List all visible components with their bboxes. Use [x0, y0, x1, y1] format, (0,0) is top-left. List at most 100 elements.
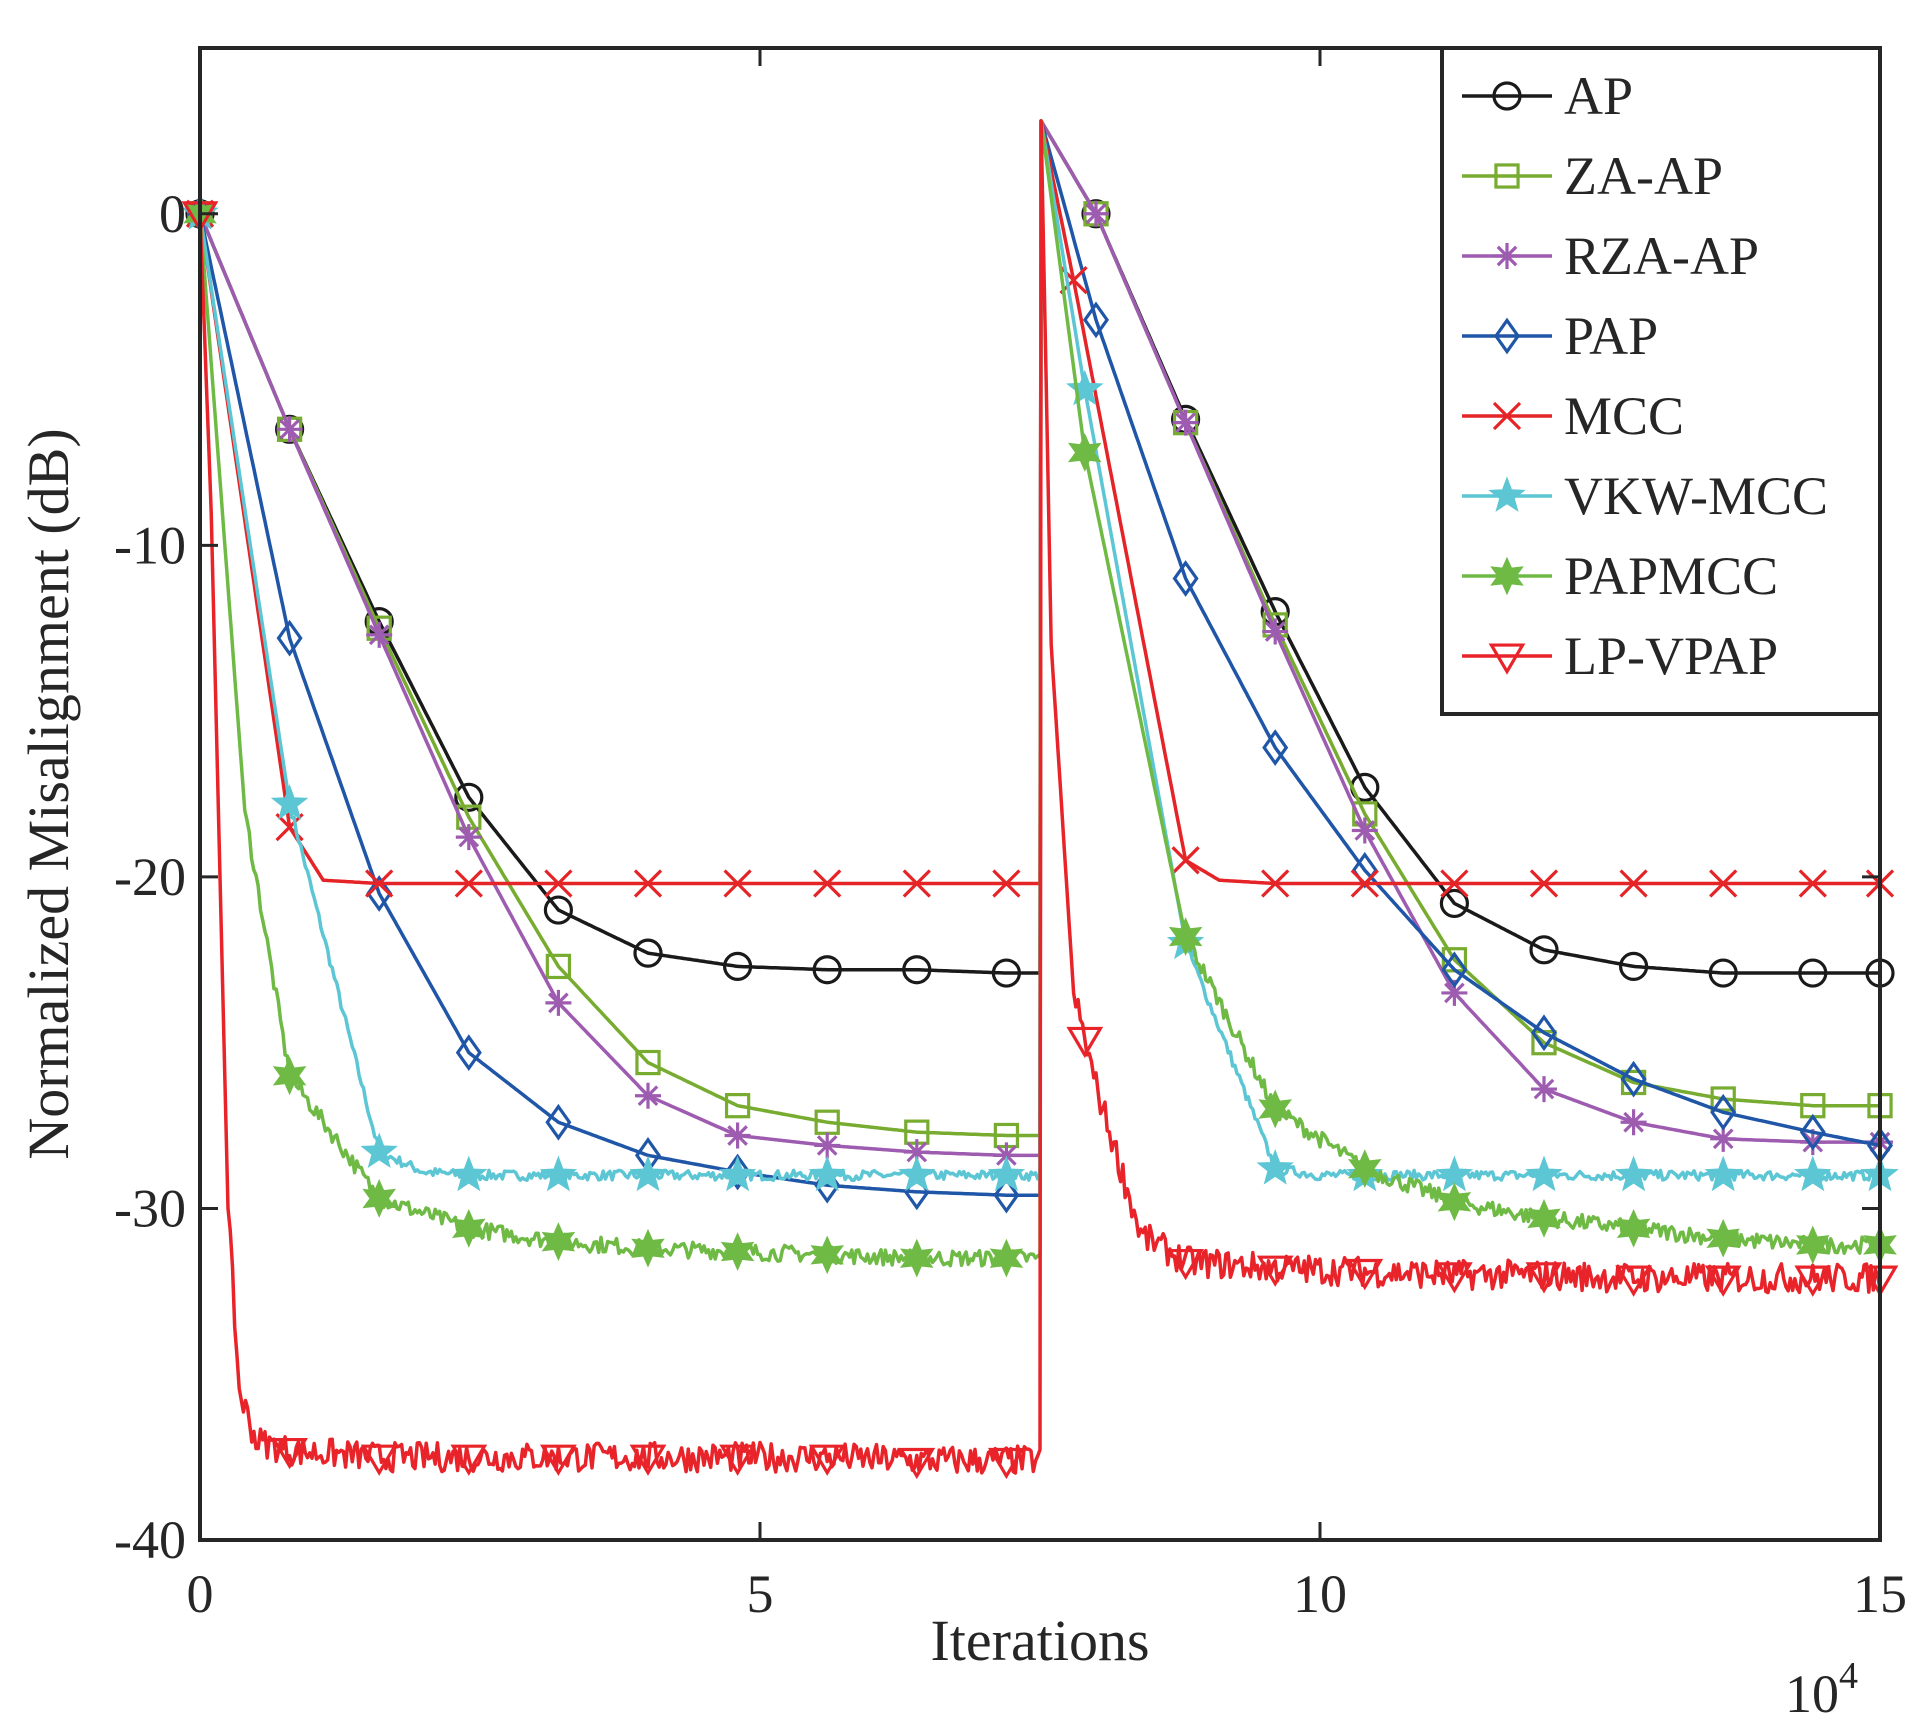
legend-box: [1440, 46, 1882, 716]
x-tick-label: 10: [1293, 1564, 1347, 1624]
data-point-marker: [1441, 979, 1468, 1006]
data-point-marker: [723, 869, 752, 898]
data-point-marker: [1618, 951, 1649, 982]
data-point-marker: [1527, 1198, 1561, 1238]
y-tick-label: -40: [114, 1510, 186, 1570]
data-point-marker: [635, 1082, 661, 1109]
data-point-marker: [1709, 869, 1738, 898]
data-point-marker: [450, 1155, 488, 1192]
data-point-marker: [1795, 1225, 1830, 1265]
data-point-marker: [1440, 869, 1469, 898]
data-point-marker: [1615, 1265, 1652, 1297]
data-point-marker: [1067, 433, 1102, 472]
data-point-marker: [545, 953, 572, 980]
data-point-marker: [1168, 917, 1203, 956]
legend-item-ap: AP: [1462, 66, 1633, 126]
data-point-marker: [1350, 869, 1379, 898]
legend-label: PAPMCC: [1564, 546, 1778, 606]
data-point-marker: [1616, 1208, 1651, 1248]
legend-item-pap: PAP: [1462, 306, 1658, 366]
data-point-marker: [1436, 1262, 1473, 1294]
data-point-marker: [1351, 851, 1378, 889]
data-point-marker: [1346, 1258, 1384, 1291]
legend-label: ZA-AP: [1564, 146, 1723, 206]
data-point-marker: [1171, 846, 1200, 875]
data-point-marker: [1794, 1155, 1832, 1192]
data-point-marker: [1620, 1060, 1647, 1098]
data-point-marker: [898, 1447, 936, 1480]
data-point-marker: [1529, 869, 1559, 898]
data-point-marker: [724, 1122, 751, 1149]
data-point-marker: [451, 1208, 486, 1248]
data-point-marker: [270, 784, 309, 820]
y-tick-label: -10: [114, 515, 186, 575]
data-point-marker: [455, 824, 482, 851]
data-point-marker: [1351, 817, 1378, 844]
data-point-marker: [271, 1437, 308, 1470]
data-point-marker: [1531, 1076, 1557, 1103]
data-point-marker: [902, 869, 931, 898]
data-point-marker: [1710, 1125, 1737, 1152]
data-point-marker: [543, 895, 574, 925]
data-point-marker: [1799, 1129, 1826, 1156]
data-point-marker: [454, 869, 483, 898]
data-point-marker: [1799, 1113, 1826, 1151]
data-point-marker: [635, 1049, 661, 1076]
y-axis-label: Normalized Misalignment (dB): [16, 428, 81, 1159]
legend-marker: [1488, 476, 1526, 512]
data-point-marker: [1439, 888, 1470, 919]
data-point-marker: [629, 1444, 667, 1476]
data-point-marker: [1441, 951, 1468, 989]
data-point-marker: [1525, 1262, 1563, 1294]
x-axis-label: Iterations: [930, 1608, 1149, 1673]
legend-marker: [1492, 401, 1522, 431]
series-line: [198, 119, 1882, 1475]
legend-item-lp-vpap: LP-VPAP: [1462, 626, 1778, 686]
data-point-marker: [1172, 409, 1199, 436]
x-tick-label: 15: [1853, 1564, 1907, 1624]
data-point-marker: [633, 938, 663, 968]
legend-marker: [1492, 81, 1522, 111]
x-tick-label: 0: [187, 1564, 214, 1624]
data-point-marker: [1620, 1109, 1647, 1136]
data-point-marker: [1167, 1248, 1204, 1281]
data-point-marker: [903, 1139, 930, 1166]
data-point-marker: [1710, 1093, 1737, 1131]
data-point-marker: [1794, 1265, 1832, 1297]
data-point-marker: [993, 1176, 1020, 1214]
legend-marker: [1490, 556, 1524, 596]
legend-label: AP: [1564, 66, 1633, 126]
data-point-marker: [1256, 1148, 1294, 1185]
data-point-marker: [724, 1093, 751, 1119]
data-point-marker: [450, 1444, 488, 1476]
data-point-marker: [1619, 869, 1648, 898]
data-point-marker: [1083, 200, 1109, 227]
data-point-marker: [1082, 301, 1110, 339]
data-point-marker: [1529, 935, 1559, 965]
exponent-base: 10: [1785, 1664, 1839, 1724]
data-point-marker: [1347, 1149, 1382, 1189]
data-point-marker: [1704, 1155, 1742, 1192]
data-point-marker: [814, 1132, 841, 1159]
data-point-marker: [1530, 1014, 1558, 1052]
data-point-marker: [540, 1444, 577, 1476]
y-tick-label: -30: [114, 1178, 186, 1238]
data-point-marker: [1066, 1026, 1104, 1059]
data-point-marker: [1261, 869, 1290, 898]
data-point-marker: [631, 1228, 665, 1268]
data-point-marker: [808, 1155, 846, 1192]
data-point-marker: [1525, 1155, 1563, 1192]
data-point-marker: [720, 1232, 755, 1271]
data-point-marker: [991, 958, 1022, 988]
data-point-marker: [366, 875, 393, 912]
data-point-marker: [902, 955, 932, 985]
data-point-marker: [360, 1132, 398, 1169]
legend-marker: [1493, 317, 1521, 355]
legend-marker: [1494, 243, 1520, 269]
data-point-marker: [1066, 369, 1104, 406]
data-point-marker: [1172, 560, 1199, 597]
data-point-marker: [541, 1222, 576, 1261]
